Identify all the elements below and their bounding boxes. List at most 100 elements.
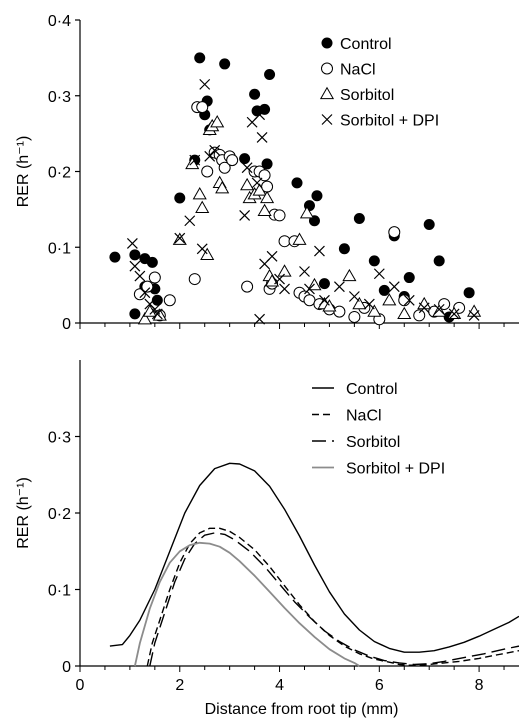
legend-marker [321, 114, 333, 125]
data-point [363, 298, 375, 310]
data-point [204, 150, 216, 162]
data-point [249, 88, 261, 100]
data-point [241, 280, 254, 293]
data-point [196, 101, 209, 114]
data-point [319, 294, 330, 306]
data-point [151, 308, 163, 320]
x-tick-label: 2 [175, 677, 184, 694]
data-point [322, 299, 337, 312]
data-point [209, 144, 221, 156]
data-point [433, 303, 445, 315]
x-axis-label: Distance from root tip (mm) [205, 701, 399, 718]
data-point [274, 273, 285, 285]
data-point [184, 215, 196, 227]
data-point [254, 313, 266, 325]
data-point [417, 296, 432, 310]
data-point [126, 238, 138, 249]
legend-label: Sorbitol + DPI [340, 113, 439, 130]
data-point [314, 245, 325, 257]
data-point [299, 205, 315, 219]
data-point [188, 273, 201, 286]
data-point [303, 294, 316, 307]
legend-marker [321, 37, 333, 49]
data-point [264, 69, 276, 81]
bottom-line-panel: 0 0·1 0·2 0·3 0 2 4 6 8 RER (h⁻¹) Distance from ro… [15, 360, 519, 718]
y-tick-label: 0·1 [48, 240, 71, 257]
data-point [368, 255, 380, 267]
y-axis-label: RER (h⁻¹) [15, 136, 32, 208]
data-point [352, 296, 367, 310]
data-point [353, 212, 365, 224]
legend-label: Sorbitol + DPI [346, 461, 445, 478]
data-point [254, 109, 266, 121]
data-point [163, 294, 176, 307]
x-tick-label: 4 [275, 677, 284, 694]
data-point [388, 226, 401, 239]
data-point [418, 302, 430, 314]
y-tick-label: 0·3 [48, 89, 71, 106]
data-point [218, 161, 231, 174]
y-tick-label: 0 [62, 659, 71, 676]
data-point [403, 272, 415, 284]
data-point [240, 177, 255, 191]
data-point [338, 243, 350, 255]
data-point [129, 249, 141, 261]
data-point [141, 280, 154, 293]
data-point [342, 268, 357, 282]
legend-label: Sorbitol [340, 87, 394, 104]
y-tick-label: 0·2 [48, 506, 71, 523]
data-point [348, 291, 360, 302]
data-point [333, 305, 346, 318]
data-point [137, 312, 152, 325]
data-point [251, 177, 263, 189]
y-tick-label: 0·3 [48, 430, 71, 447]
data-point [219, 58, 231, 70]
data-point [146, 256, 158, 268]
data-point [148, 271, 161, 284]
data-point [467, 304, 482, 317]
data-point [257, 203, 272, 217]
data-point [433, 255, 445, 267]
data-point [266, 250, 278, 262]
legend-label: Control [340, 36, 392, 53]
x-tick-label: 6 [375, 677, 384, 694]
data-point [174, 192, 186, 204]
data-point [291, 177, 303, 189]
data-point [174, 232, 186, 244]
data-point [192, 187, 207, 200]
series-x [126, 78, 480, 325]
data-point [196, 243, 208, 255]
legend-label: Control [346, 381, 398, 398]
legend-label: NaCl [346, 408, 382, 425]
y-axis-label: RER (h⁻¹) [15, 477, 32, 549]
x-tick-label: 8 [475, 677, 484, 694]
data-point [333, 281, 345, 293]
data-point [292, 232, 307, 245]
series-open-circle [133, 101, 466, 326]
x-tick-label: 0 [76, 677, 85, 694]
data-point [129, 308, 141, 320]
data-point [134, 270, 146, 282]
data-point [311, 190, 323, 202]
data-point [304, 283, 315, 295]
data-point [318, 278, 330, 290]
legend-label: NaCl [340, 62, 376, 79]
data-point [194, 52, 206, 64]
y-tick-label: 0·1 [48, 583, 71, 600]
data-point [367, 304, 382, 317]
data-point [210, 115, 225, 128]
series-filled-circle [109, 52, 475, 323]
top-scatter-panel: 0 0·1 0·2 0·3 0·4 RER (h⁻¹) Control NaCl Sorbito… [15, 13, 519, 333]
data-point [413, 309, 426, 322]
data-point [109, 251, 121, 263]
y-tick-label: 0 [62, 316, 71, 333]
data-point [201, 165, 214, 178]
data-point [241, 162, 253, 174]
data-point [195, 200, 210, 214]
data-point [448, 308, 460, 320]
data-point [239, 210, 251, 221]
data-point [273, 209, 286, 222]
data-point [397, 306, 412, 320]
series-line [109, 462, 519, 653]
